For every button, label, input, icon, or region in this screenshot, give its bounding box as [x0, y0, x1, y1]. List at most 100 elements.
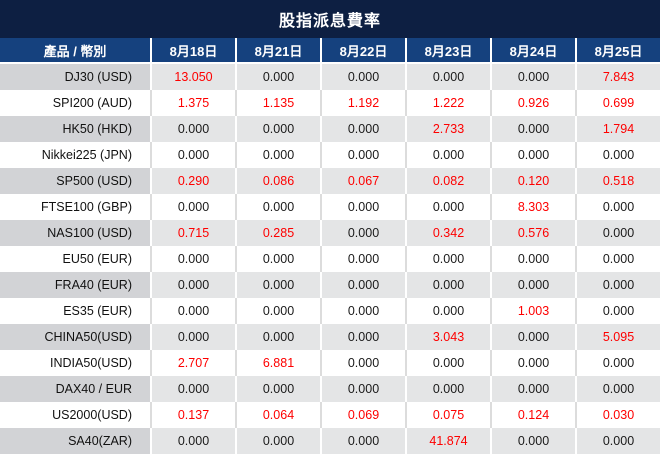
product-cell: Nikkei225 (JPN) [0, 142, 150, 168]
value-cell: 0.000 [320, 324, 405, 350]
table-row: DJ30 (USD) 13.050 0.000 0.000 0.000 0.000 7.84… [0, 64, 660, 90]
value-cell: 0.000 [320, 194, 405, 220]
value-cell: 8.303 [490, 194, 575, 220]
table-row: INDIA50(USD) 2.707 6.881 0.000 0.000 0.000 0.0… [0, 350, 660, 376]
value-cell: 0.000 [235, 324, 320, 350]
value-cell: 0.000 [320, 298, 405, 324]
value-cell: 0.000 [575, 376, 660, 402]
value-cell: 0.000 [490, 246, 575, 272]
value-cell: 2.707 [150, 350, 235, 376]
value-cell: 0.000 [575, 428, 660, 454]
value-cell: 0.000 [575, 298, 660, 324]
value-cell: 0.082 [405, 168, 490, 194]
product-cell: HK50 (HKD) [0, 116, 150, 142]
value-cell: 0.342 [405, 220, 490, 246]
value-cell: 0.290 [150, 168, 235, 194]
product-cell: SP500 (USD) [0, 168, 150, 194]
column-header-date: 8月21日 [235, 38, 320, 64]
value-cell: 0.000 [405, 376, 490, 402]
value-cell: 0.086 [235, 168, 320, 194]
dividend-rates-table: 產品 / 幣別 8月18日 8月21日 8月22日 8月23日 8月24日 8月25日 DJ… [0, 38, 660, 454]
value-cell: 0.000 [235, 298, 320, 324]
value-cell: 0.699 [575, 90, 660, 116]
value-cell: 0.000 [575, 142, 660, 168]
product-cell: SPI200 (AUD) [0, 90, 150, 116]
value-cell: 0.000 [575, 350, 660, 376]
value-cell: 0.000 [235, 272, 320, 298]
value-cell: 0.000 [150, 116, 235, 142]
table-row: SPI200 (AUD) 1.375 1.135 1.192 1.222 0.926 0.6… [0, 90, 660, 116]
table-body: DJ30 (USD) 13.050 0.000 0.000 0.000 0.000 7.84… [0, 64, 660, 454]
value-cell: 0.000 [405, 350, 490, 376]
value-cell: 6.881 [235, 350, 320, 376]
table-row: DAX40 / EUR 0.000 0.000 0.000 0.000 0.000 0.00… [0, 376, 660, 402]
value-cell: 0.000 [235, 194, 320, 220]
value-cell: 0.000 [405, 142, 490, 168]
table-row: FTSE100 (GBP) 0.000 0.000 0.000 0.000 8.303 0.… [0, 194, 660, 220]
product-cell: FRA40 (EUR) [0, 272, 150, 298]
value-cell: 0.000 [150, 428, 235, 454]
value-cell: 0.000 [490, 428, 575, 454]
product-cell: EU50 (EUR) [0, 246, 150, 272]
value-cell: 7.843 [575, 64, 660, 90]
product-cell: CHINA50(USD) [0, 324, 150, 350]
value-cell: 0.124 [490, 402, 575, 428]
value-cell: 0.000 [320, 350, 405, 376]
value-cell: 0.000 [320, 272, 405, 298]
value-cell: 0.000 [150, 272, 235, 298]
product-cell: INDIA50(USD) [0, 350, 150, 376]
value-cell: 0.137 [150, 402, 235, 428]
product-cell: ES35 (EUR) [0, 298, 150, 324]
value-cell: 0.000 [235, 246, 320, 272]
value-cell: 0.120 [490, 168, 575, 194]
product-cell: DJ30 (USD) [0, 64, 150, 90]
value-cell: 1.135 [235, 90, 320, 116]
page-title: 股指派息費率 [0, 0, 660, 38]
value-cell: 0.000 [405, 298, 490, 324]
value-cell: 1.794 [575, 116, 660, 142]
column-header-date: 8月24日 [490, 38, 575, 64]
value-cell: 0.000 [235, 428, 320, 454]
value-cell: 0.000 [235, 142, 320, 168]
value-cell: 0.000 [150, 324, 235, 350]
value-cell: 3.043 [405, 324, 490, 350]
value-cell: 1.222 [405, 90, 490, 116]
value-cell: 0.000 [575, 272, 660, 298]
value-cell: 0.000 [490, 350, 575, 376]
product-cell: DAX40 / EUR [0, 376, 150, 402]
table-row: NAS100 (USD) 0.715 0.285 0.000 0.342 0.576 0.0… [0, 220, 660, 246]
column-header-product: 產品 / 幣別 [0, 38, 150, 64]
value-cell: 41.874 [405, 428, 490, 454]
product-cell: FTSE100 (GBP) [0, 194, 150, 220]
value-cell: 0.576 [490, 220, 575, 246]
table-row: Nikkei225 (JPN) 0.000 0.000 0.000 0.000 0.000… [0, 142, 660, 168]
value-cell: 5.095 [575, 324, 660, 350]
value-cell: 0.000 [320, 246, 405, 272]
value-cell: 0.000 [490, 64, 575, 90]
value-cell: 0.518 [575, 168, 660, 194]
table-row: US2000(USD) 0.137 0.064 0.069 0.075 0.124 0.03… [0, 402, 660, 428]
value-cell: 0.000 [575, 246, 660, 272]
value-cell: 0.000 [150, 246, 235, 272]
value-cell: 0.000 [320, 220, 405, 246]
value-cell: 0.000 [490, 376, 575, 402]
value-cell: 0.000 [320, 116, 405, 142]
value-cell: 0.000 [490, 116, 575, 142]
value-cell: 0.064 [235, 402, 320, 428]
column-header-date: 8月25日 [575, 38, 660, 64]
value-cell: 13.050 [150, 64, 235, 90]
value-cell: 1.003 [490, 298, 575, 324]
value-cell: 0.000 [575, 194, 660, 220]
table-row: FRA40 (EUR) 0.000 0.000 0.000 0.000 0.000 0.00… [0, 272, 660, 298]
value-cell: 2.733 [405, 116, 490, 142]
value-cell: 0.000 [320, 142, 405, 168]
value-cell: 0.000 [150, 298, 235, 324]
table-row: HK50 (HKD) 0.000 0.000 0.000 2.733 0.000 1.794 [0, 116, 660, 142]
value-cell: 0.000 [405, 64, 490, 90]
value-cell: 0.067 [320, 168, 405, 194]
column-header-date: 8月22日 [320, 38, 405, 64]
value-cell: 0.000 [235, 116, 320, 142]
table-row: EU50 (EUR) 0.000 0.000 0.000 0.000 0.000 0.000 [0, 246, 660, 272]
value-cell: 0.000 [235, 64, 320, 90]
value-cell: 0.030 [575, 402, 660, 428]
